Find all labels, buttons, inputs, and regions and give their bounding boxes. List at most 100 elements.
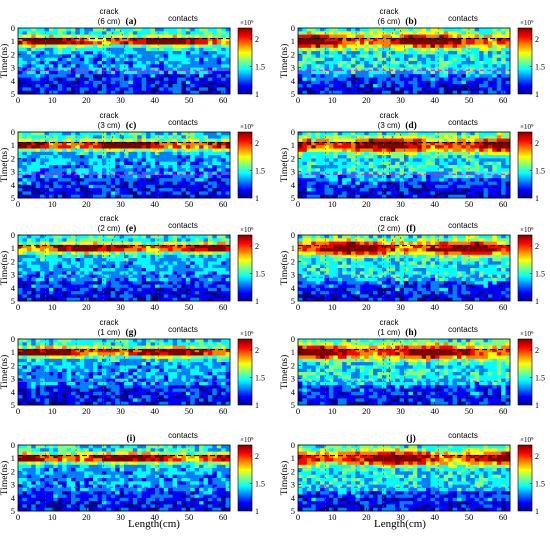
heat-cell	[338, 74, 343, 78]
heat-cell	[307, 87, 312, 91]
colorbar-exponent: ×10⁹	[520, 19, 534, 27]
heat-cell	[212, 54, 217, 58]
heat-cell	[338, 61, 343, 65]
heat-cell	[137, 175, 142, 179]
heat-cell	[133, 168, 138, 172]
heat-cell	[195, 238, 200, 242]
heat-cell	[133, 54, 138, 58]
heat-cell	[62, 235, 67, 239]
heat-cell	[316, 135, 321, 139]
heat-cell	[36, 185, 41, 189]
heat-cell	[199, 255, 204, 259]
heat-cell	[195, 185, 200, 189]
colorbar-tick-label: 2	[255, 35, 259, 44]
heat-cell	[98, 51, 103, 55]
heat-cell	[373, 178, 378, 182]
heat-cell	[413, 81, 418, 85]
heat-cell	[164, 48, 169, 52]
heat-cell	[128, 191, 133, 195]
heat-cell	[115, 61, 120, 65]
heat-cell	[80, 188, 85, 192]
heat-cell	[338, 149, 343, 153]
heat-cell	[53, 135, 58, 139]
heat-cell	[120, 54, 125, 58]
heat-cell	[80, 41, 85, 45]
heat-cell	[386, 155, 391, 159]
heat-cell	[40, 294, 45, 298]
heat-cell	[422, 145, 427, 149]
heat-cell	[181, 145, 186, 149]
heat-cell	[422, 132, 427, 136]
heat-cell	[186, 58, 191, 62]
heat-cell	[307, 235, 312, 239]
heat-cell	[133, 188, 138, 192]
heat-cell	[146, 258, 151, 262]
heat-cell	[408, 145, 413, 149]
heat-cell	[98, 139, 103, 143]
heat-cell	[204, 182, 209, 186]
heat-cell	[53, 45, 58, 49]
heat-cell	[329, 145, 334, 149]
heat-cell	[151, 288, 156, 292]
heat-cell	[155, 51, 160, 55]
heat-cell	[36, 149, 41, 153]
heat-cell	[53, 235, 58, 239]
heat-cell	[492, 54, 497, 58]
heat-cell	[173, 132, 178, 136]
heat-cell	[142, 242, 147, 246]
heat-cell	[333, 235, 338, 239]
heat-cell	[298, 48, 303, 52]
heat-cell	[106, 31, 111, 35]
heat-cell	[457, 172, 462, 176]
heat-cell	[408, 78, 413, 82]
heat-cell	[62, 145, 67, 149]
heat-cell	[457, 152, 462, 156]
heat-cell	[31, 51, 36, 55]
heat-cell	[417, 87, 422, 91]
heat-cell	[106, 149, 111, 153]
heat-cell	[168, 155, 173, 159]
heat-cell	[342, 58, 347, 62]
heat-cell	[400, 165, 405, 169]
heat-cell	[320, 145, 325, 149]
heat-cell	[484, 185, 489, 189]
heat-cell	[181, 35, 186, 39]
heat-cell	[62, 261, 67, 265]
heat-cell	[80, 74, 85, 78]
heat-cell	[488, 51, 493, 55]
heat-cell	[84, 165, 89, 169]
heat-cell	[404, 178, 409, 182]
heat-cell	[444, 64, 449, 68]
heat-cell	[338, 45, 343, 49]
heat-cell	[124, 275, 129, 279]
heat-cell	[501, 45, 506, 49]
heat-cell	[408, 191, 413, 195]
heat-cell	[316, 158, 321, 162]
heat-cell	[40, 188, 45, 192]
heat-cell	[453, 87, 458, 91]
heat-cell	[111, 135, 116, 139]
heat-cell	[173, 81, 178, 85]
heat-cell	[378, 78, 383, 82]
heat-cell	[470, 87, 475, 91]
heat-cell	[58, 45, 63, 49]
heat-cell	[204, 84, 209, 88]
heat-cell	[422, 58, 427, 62]
heat-cell	[391, 87, 396, 91]
heat-cell	[27, 71, 32, 75]
heat-cell	[404, 68, 409, 72]
heat-cell	[80, 191, 85, 195]
heat-cell	[80, 281, 85, 285]
heat-cell	[501, 188, 506, 192]
heat-cell	[497, 87, 502, 91]
heat-cell	[320, 132, 325, 136]
heat-cell	[67, 185, 72, 189]
heat-cell	[360, 235, 365, 239]
heat-cell	[181, 294, 186, 298]
heat-cell	[417, 158, 422, 162]
heat-cell	[84, 158, 89, 162]
heat-cell	[395, 235, 400, 239]
heat-cell	[484, 165, 489, 169]
heat-cell	[186, 35, 191, 39]
heat-cell	[457, 178, 462, 182]
